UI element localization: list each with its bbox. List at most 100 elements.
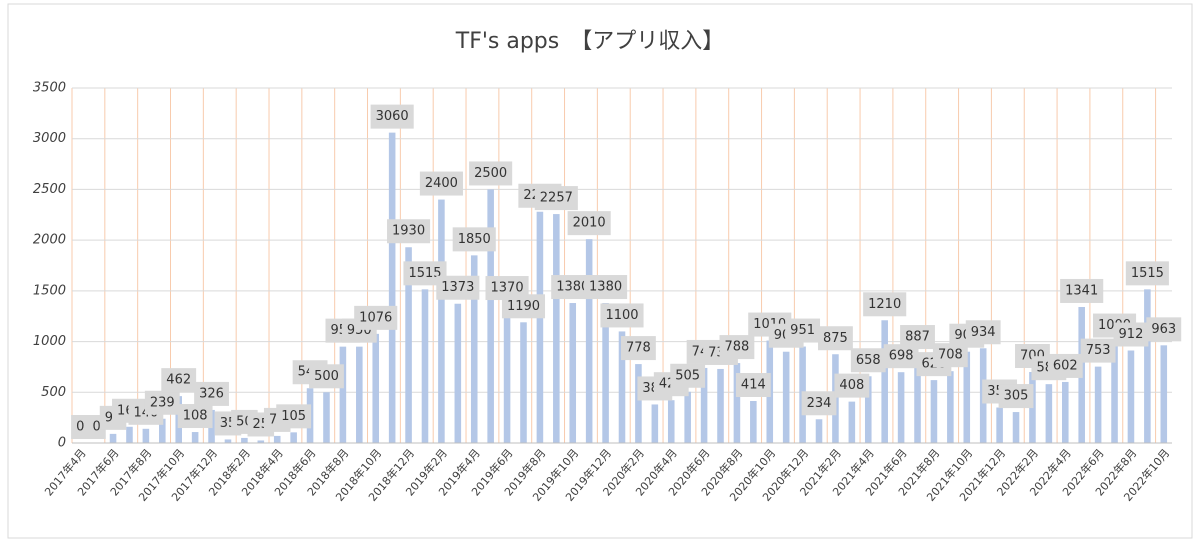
data-label-box — [452, 227, 496, 252]
data-label-box — [863, 292, 907, 317]
bar — [569, 303, 577, 443]
bar — [503, 304, 511, 443]
chart-title: TF's apps 【アプリ収入】 — [455, 29, 724, 54]
chart-border — [7, 3, 1193, 539]
data-label: 912 — [1113, 322, 1149, 347]
data-label: 963 — [1146, 317, 1182, 342]
bar — [356, 346, 363, 443]
bar — [618, 331, 626, 443]
data-label-box — [309, 364, 344, 389]
data-label-text: 1930 — [392, 224, 425, 239]
bar — [1045, 384, 1053, 443]
data-label-box — [670, 363, 706, 388]
data-label: 887 — [900, 325, 935, 350]
data-label-box — [419, 171, 463, 196]
data-label-box — [1080, 338, 1116, 363]
data-label-box — [621, 336, 656, 361]
data-label-text: 414 — [741, 378, 766, 393]
data-label: 1850 — [452, 227, 496, 252]
data-label: 934 — [965, 320, 1001, 345]
bar — [684, 391, 691, 443]
data-label-text: 462 — [166, 373, 191, 388]
bar — [717, 368, 724, 443]
data-label: 778 — [621, 336, 656, 361]
data-label: 875 — [818, 326, 853, 351]
bar — [126, 426, 133, 443]
data-label: 408 — [834, 373, 870, 398]
data-label: 1100 — [600, 303, 644, 328]
data-label-box — [370, 104, 414, 129]
data-label-text: 1515 — [408, 266, 441, 281]
data-label-text: 1190 — [507, 299, 540, 314]
data-label-box — [177, 404, 213, 429]
data-label-text: 239 — [150, 395, 175, 410]
data-label-box — [1125, 261, 1169, 286]
data-label-text: 2500 — [474, 166, 507, 181]
data-label-text: 2010 — [573, 216, 606, 231]
bar — [142, 428, 150, 443]
data-label-box — [71, 415, 90, 439]
data-label-text: 778 — [626, 341, 651, 356]
data-label: 1341 — [1060, 278, 1104, 303]
data-label-box — [900, 325, 935, 350]
data-label: 788 — [719, 335, 755, 360]
data-label-text: 505 — [675, 368, 700, 383]
data-label-text: 602 — [1053, 358, 1078, 373]
data-label-text: 753 — [1086, 343, 1111, 358]
y-tick-label: 2000 — [33, 233, 66, 248]
data-label: 414 — [735, 373, 771, 398]
data-label-text: 2257 — [540, 191, 573, 206]
data-label-text: 875 — [823, 331, 848, 346]
data-label-box — [161, 368, 197, 393]
bar — [520, 322, 527, 443]
data-label-box — [1047, 353, 1083, 378]
data-label-text: 2400 — [425, 176, 458, 191]
data-label: 1380 — [584, 275, 628, 300]
data-label: 3060 — [370, 104, 414, 129]
data-label-box — [998, 384, 1034, 409]
bar — [914, 353, 921, 443]
bar — [881, 320, 888, 443]
data-label-text: 1380 — [589, 280, 622, 295]
data-label-box — [534, 186, 578, 211]
bar — [257, 440, 265, 443]
bar — [963, 351, 971, 443]
data-label-box — [600, 303, 644, 328]
data-label-box — [436, 275, 480, 300]
bar — [585, 239, 593, 443]
data-label-text: 1515 — [1131, 266, 1164, 281]
data-label: 234 — [801, 391, 837, 416]
data-label: 1210 — [863, 292, 907, 317]
bar — [635, 364, 642, 443]
data-label-text: 788 — [725, 340, 750, 355]
bar — [454, 303, 462, 443]
bar — [273, 435, 281, 443]
data-label: 1930 — [387, 219, 431, 244]
data-label-box — [818, 326, 853, 351]
data-label: 105 — [276, 404, 312, 429]
data-label-text: 1370 — [491, 281, 524, 296]
bar — [1012, 412, 1020, 443]
data-label-box — [965, 320, 1001, 345]
data-label: 505 — [670, 363, 706, 388]
data-label-box — [387, 219, 431, 244]
data-label-box — [801, 391, 837, 416]
data-label-box — [834, 373, 870, 398]
bar — [241, 437, 248, 443]
data-label-box — [144, 390, 180, 415]
y-tick-label: 500 — [41, 385, 66, 400]
data-label-text: 234 — [807, 396, 832, 411]
data-label-text: 934 — [971, 325, 996, 340]
data-label: 462 — [161, 368, 197, 393]
data-label: 2500 — [469, 161, 513, 186]
bar — [388, 132, 396, 443]
data-label-box — [276, 404, 312, 429]
data-label: 753 — [1080, 338, 1116, 363]
data-label: 1076 — [354, 305, 398, 330]
bar — [224, 439, 232, 443]
data-label-box — [469, 161, 513, 186]
data-label-text: 698 — [889, 349, 914, 364]
bar — [1144, 289, 1151, 443]
data-label-text: 1100 — [605, 308, 638, 323]
